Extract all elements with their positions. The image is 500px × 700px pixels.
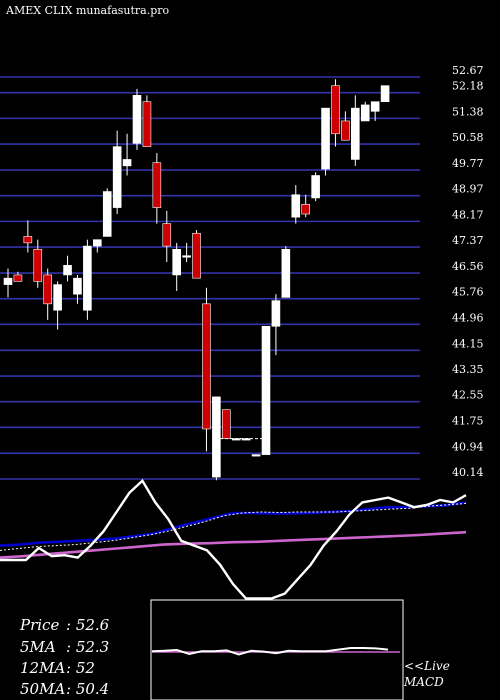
y-tick-label: 47.37: [452, 234, 484, 247]
macd-panel: [150, 599, 404, 700]
y-tick-label: 46.56: [452, 260, 484, 273]
candle-bull: [53, 284, 62, 311]
candle-bear: [301, 204, 310, 215]
price-axis-ticks: 52.67 52.18 51.38 50.58 49.77 48.97 48.17 47.37…: [452, 64, 484, 479]
candle-bull: [281, 248, 291, 298]
ticker-header: AMEX CLIX munafasutra.pro: [5, 4, 170, 17]
legend-12ma-value: : 52: [66, 659, 95, 677]
candle-bull: [380, 85, 390, 103]
ma-series-line: [0, 502, 467, 551]
candle-bull: [311, 175, 320, 199]
candle-bear: [202, 303, 211, 430]
candle-bull: [132, 94, 142, 144]
ma-series-line: [0, 478, 467, 600]
legend-50ma-label: 50MA: [20, 680, 65, 698]
y-tick-label: 41.75: [452, 414, 484, 427]
candle-bull: [122, 159, 132, 167]
candle-bear: [192, 232, 201, 279]
candle-bear: [222, 409, 231, 439]
y-tick-label: 42.55: [452, 389, 484, 402]
legend-5ma-label: 5MA: [20, 638, 56, 656]
candles: [3, 79, 390, 481]
candle-bear: [331, 85, 340, 135]
legend-12ma-label: 12MA: [20, 659, 65, 677]
candle-bull: [172, 248, 181, 276]
y-tick-label: 49.77: [452, 157, 484, 170]
ma-series-line: [0, 501, 467, 547]
ma-series-line: [0, 530, 467, 559]
candle-bull: [271, 300, 281, 327]
y-tick-label: 48.17: [452, 208, 484, 221]
candle-bull: [182, 255, 191, 258]
candle-bull: [321, 107, 330, 170]
candle-bull: [73, 277, 82, 295]
candle-bull: [63, 265, 72, 276]
candle-bear: [142, 101, 152, 147]
y-tick-label: 44.15: [452, 337, 484, 350]
y-tick-label: 52.67: [452, 64, 484, 77]
y-tick-label: 50.58: [452, 131, 484, 144]
candle-bull: [112, 146, 122, 208]
candle-bull: [3, 277, 13, 285]
candle-bull: [370, 101, 380, 112]
candle-bull: [291, 194, 301, 218]
candle-bear: [341, 120, 350, 141]
macd-title: MACD: [403, 675, 444, 689]
candle-bull: [93, 239, 102, 247]
candle-bull: [251, 454, 261, 457]
candle-bull: [212, 396, 221, 478]
candle-bull: [351, 107, 360, 160]
macd-line: [151, 647, 389, 656]
candle-bear: [13, 274, 23, 282]
legend-price-label: Price: [19, 616, 59, 634]
candle-bear: [33, 248, 43, 282]
legend-block: Price : 52.6 5MA : 52.3 12MA : 52 50MA :…: [19, 616, 110, 698]
macd-live-label: <<Live: [404, 659, 450, 673]
y-tick-label: 43.35: [452, 363, 484, 376]
y-tick-label: 40.14: [452, 466, 484, 479]
candle-bull: [261, 325, 271, 455]
legend-5ma-value: : 52.3: [66, 638, 109, 656]
legend-price-value: : 52.6: [66, 616, 110, 634]
macd-lines: [151, 647, 400, 656]
y-tick-label: 48.97: [452, 183, 484, 196]
candle-bull: [83, 245, 92, 311]
candle-bear: [43, 274, 52, 305]
candle-bull: [360, 104, 370, 122]
y-tick-label: 44.96: [452, 311, 484, 324]
macd-panel-border: [150, 599, 404, 700]
candle-bear: [152, 162, 162, 208]
y-tick-label: 40.94: [452, 440, 484, 453]
moving-average-panel: [0, 478, 467, 600]
candle-bear: [23, 236, 33, 244]
legend-50ma-value: : 50.4: [66, 680, 109, 698]
y-tick-label: 45.76: [452, 286, 484, 299]
candle-bull: [102, 191, 112, 237]
y-tick-label: 51.38: [452, 105, 484, 118]
y-tick-label: 52.18: [452, 80, 484, 93]
candle-bear: [162, 223, 172, 247]
